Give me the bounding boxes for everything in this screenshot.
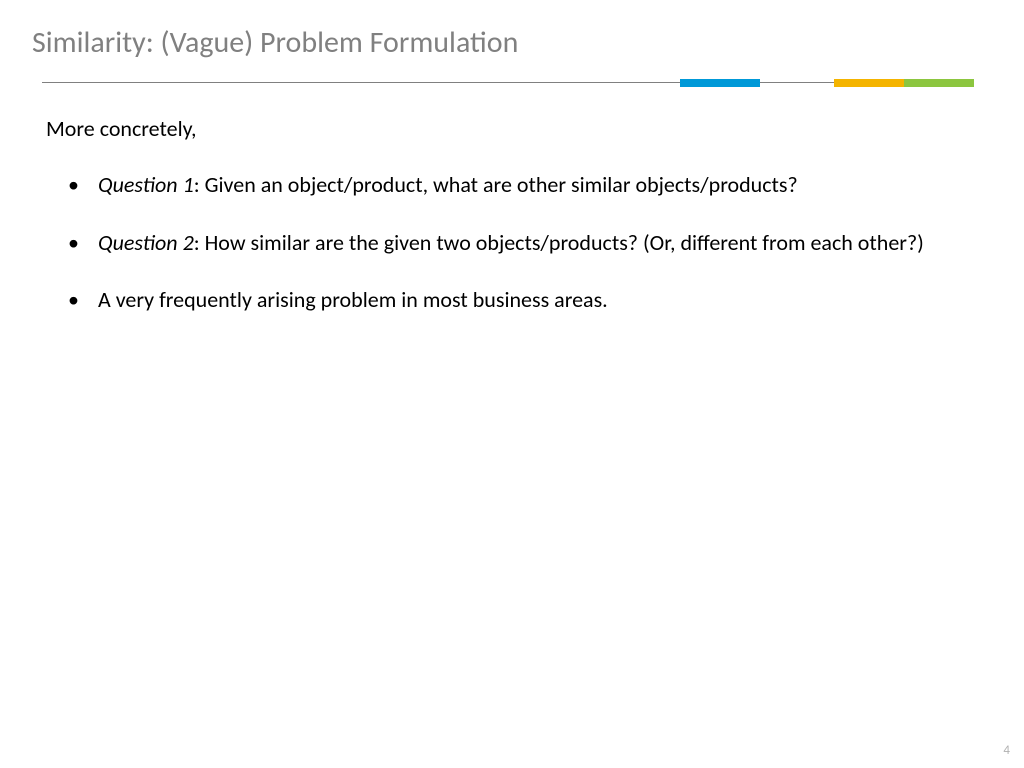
title-divider xyxy=(42,79,974,87)
bullet-text: A very frequently arising problem in mos… xyxy=(98,286,608,313)
bullet-item: Question 1: Given an object/product, wha… xyxy=(68,170,984,200)
divider-accent xyxy=(680,79,759,87)
divider-accent xyxy=(904,79,974,87)
page-number: 4 xyxy=(1003,743,1010,758)
question-label: Question 1 xyxy=(98,171,194,198)
bullet-text: : Given an object/product, what are othe… xyxy=(194,171,798,198)
divider-accent xyxy=(834,79,904,87)
bullet-item: A very frequently arising problem in mos… xyxy=(68,285,984,315)
bullet-list: Question 1: Given an object/product, wha… xyxy=(68,170,984,315)
question-label: Question 2 xyxy=(98,229,194,256)
intro-text: More concretely, xyxy=(46,115,984,142)
bullet-item: Question 2: How similar are the given tw… xyxy=(68,228,984,258)
slide: Similarity: (Vague) Problem Formulation … xyxy=(0,0,1024,768)
slide-title: Similarity: (Vague) Problem Formulation xyxy=(32,24,984,61)
bullet-text: : How similar are the given two objects/… xyxy=(194,229,924,256)
